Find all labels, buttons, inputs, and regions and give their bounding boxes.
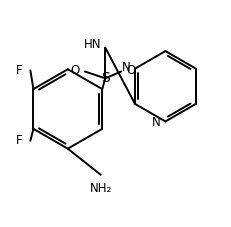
Text: N: N [122,61,130,74]
Text: NH₂: NH₂ [90,182,112,195]
Text: N: N [152,116,161,129]
Text: O: O [70,64,79,77]
Text: S: S [101,71,110,85]
Text: HN: HN [84,38,102,52]
Text: O: O [127,64,136,77]
Text: F: F [16,64,22,77]
Text: F: F [16,134,22,147]
